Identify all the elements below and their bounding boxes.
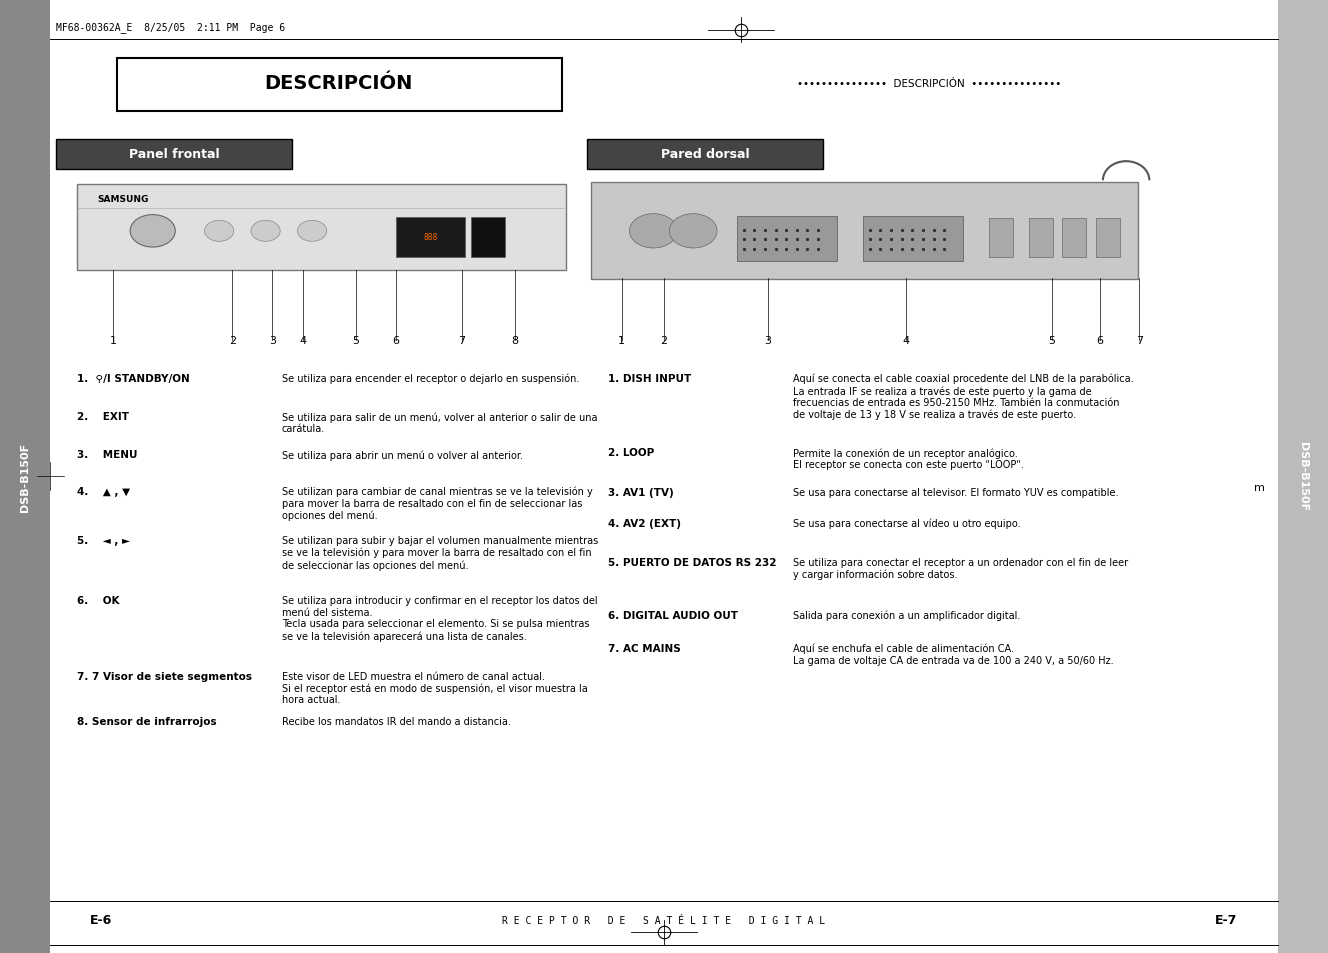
- Text: Se utiliza para salir de un menú, volver al anterior o salir de una
carátula.: Se utiliza para salir de un menú, volver…: [282, 412, 598, 434]
- Text: 7. 7 Visor de siete segmentos: 7. 7 Visor de siete segmentos: [77, 671, 252, 680]
- Text: Permite la conexión de un receptor analógico.
El receptor se conecta con este pu: Permite la conexión de un receptor analó…: [793, 448, 1024, 470]
- Bar: [77, 185, 566, 271]
- Text: DSB-B150F: DSB-B150F: [1297, 442, 1308, 511]
- Text: Se utiliza para abrir un menú o volver al anterior.: Se utiliza para abrir un menú o volver a…: [282, 450, 522, 460]
- FancyBboxPatch shape: [117, 59, 562, 112]
- Text: m: m: [1254, 483, 1264, 493]
- Text: 2. LOOP: 2. LOOP: [608, 448, 655, 457]
- Bar: [1278, 0, 1328, 953]
- Text: 5.    ◄ , ►: 5. ◄ , ►: [77, 536, 130, 545]
- Text: Se utiliza para encender el receptor o dejarlo en suspensión.: Se utiliza para encender el receptor o d…: [282, 374, 579, 384]
- Text: 4.    ▲ , ▼: 4. ▲ , ▼: [77, 486, 130, 496]
- Text: 1.  ⚲/I STANDBY/ON: 1. ⚲/I STANDBY/ON: [77, 374, 190, 383]
- Text: 6: 6: [1096, 335, 1104, 345]
- Text: Pared dorsal: Pared dorsal: [661, 148, 749, 161]
- Text: 1: 1: [618, 335, 625, 345]
- Bar: [587, 140, 823, 170]
- Text: 5: 5: [1048, 335, 1056, 345]
- Text: Se utilizan para cambiar de canal mientras se ve la televisión y
para mover la b: Se utilizan para cambiar de canal mientr…: [282, 486, 592, 520]
- Circle shape: [297, 221, 327, 242]
- Text: 1: 1: [109, 335, 117, 345]
- Text: Se utiliza para conectar el receptor a un ordenador con el fin de leer
y cargar : Se utiliza para conectar el receptor a u…: [793, 558, 1127, 579]
- Text: 3. AV1 (TV): 3. AV1 (TV): [608, 488, 675, 497]
- Text: 4: 4: [299, 335, 307, 345]
- Circle shape: [669, 214, 717, 249]
- Circle shape: [251, 221, 280, 242]
- Text: Salida para conexión a un amplificador digital.: Salida para conexión a un amplificador d…: [793, 610, 1020, 620]
- Text: Recibe los mandatos IR del mando a distancia.: Recibe los mandatos IR del mando a dista…: [282, 717, 510, 726]
- Text: 3: 3: [268, 335, 276, 345]
- Text: Aquí se conecta el cable coaxial procedente del LNB de la parabólica.
La entrada: Aquí se conecta el cable coaxial procede…: [793, 374, 1133, 420]
- Text: Se usa para conectarse al televisor. El formato YUV es compatible.: Se usa para conectarse al televisor. El …: [793, 488, 1118, 497]
- Bar: [1062, 219, 1086, 257]
- Text: 7. AC MAINS: 7. AC MAINS: [608, 643, 681, 653]
- Text: •••••••••••••••  DESCRIPCIÓN  •••••••••••••••: ••••••••••••••• DESCRIPCIÓN ••••••••••••…: [798, 79, 1061, 89]
- Bar: [863, 216, 963, 262]
- Text: 1. DISH INPUT: 1. DISH INPUT: [608, 374, 692, 383]
- Text: 5. PUERTO DE DATOS RS 232: 5. PUERTO DE DATOS RS 232: [608, 558, 777, 567]
- Bar: [471, 217, 505, 257]
- Text: 5: 5: [352, 335, 360, 345]
- Text: 6. DIGITAL AUDIO OUT: 6. DIGITAL AUDIO OUT: [608, 610, 738, 619]
- Text: R E C E P T O R   D E   S A T É L I T E   D I G I T A L: R E C E P T O R D E S A T É L I T E D I …: [502, 915, 826, 924]
- Text: Se utiliza para introducir y confirmar en el receptor los datos del
menú del sis: Se utiliza para introducir y confirmar e…: [282, 596, 598, 641]
- Text: Aquí se enchufa el cable de alimentación CA.
La gama de voltaje CA de entrada va: Aquí se enchufa el cable de alimentación…: [793, 643, 1113, 665]
- Text: 888: 888: [424, 233, 437, 242]
- Text: 6: 6: [392, 335, 400, 345]
- Circle shape: [130, 215, 175, 248]
- Text: SAMSUNG: SAMSUNG: [97, 194, 149, 204]
- Circle shape: [629, 214, 677, 249]
- Text: 6.    OK: 6. OK: [77, 596, 120, 605]
- Bar: [396, 217, 465, 257]
- Bar: [1096, 219, 1120, 257]
- Text: MF68-00362A_E  8/25/05  2:11 PM  Page 6: MF68-00362A_E 8/25/05 2:11 PM Page 6: [56, 22, 286, 32]
- Bar: [0, 0, 50, 953]
- Bar: [591, 183, 1138, 280]
- Text: 2: 2: [228, 335, 236, 345]
- Bar: [737, 216, 837, 262]
- Text: 7: 7: [458, 335, 466, 345]
- Text: DESCRIPCIÓN: DESCRIPCIÓN: [264, 74, 413, 93]
- Bar: [989, 219, 1013, 257]
- Text: E-7: E-7: [1215, 913, 1238, 926]
- Text: 3.    MENU: 3. MENU: [77, 450, 138, 459]
- Text: Se usa para conectarse al vídeo u otro equipo.: Se usa para conectarse al vídeo u otro e…: [793, 518, 1020, 529]
- Text: 2.    EXIT: 2. EXIT: [77, 412, 129, 421]
- Bar: [1029, 219, 1053, 257]
- Bar: [56, 140, 292, 170]
- Text: DSB-B150F: DSB-B150F: [20, 442, 31, 511]
- Text: 8. Sensor de infrarrojos: 8. Sensor de infrarrojos: [77, 717, 216, 726]
- Text: 4. AV2 (EXT): 4. AV2 (EXT): [608, 518, 681, 528]
- Text: 4: 4: [902, 335, 910, 345]
- Text: Panel frontal: Panel frontal: [129, 148, 219, 161]
- Text: 2: 2: [660, 335, 668, 345]
- Circle shape: [205, 221, 234, 242]
- Text: E-6: E-6: [90, 913, 113, 926]
- Text: Se utilizan para subir y bajar el volumen manualmente mientras
se ve la televisi: Se utilizan para subir y bajar el volume…: [282, 536, 598, 570]
- Text: 8: 8: [511, 335, 519, 345]
- Text: 3: 3: [764, 335, 772, 345]
- Text: 7: 7: [1135, 335, 1143, 345]
- Text: Este visor de LED muestra el número de canal actual.
Si el receptor está en modo: Este visor de LED muestra el número de c…: [282, 671, 587, 704]
